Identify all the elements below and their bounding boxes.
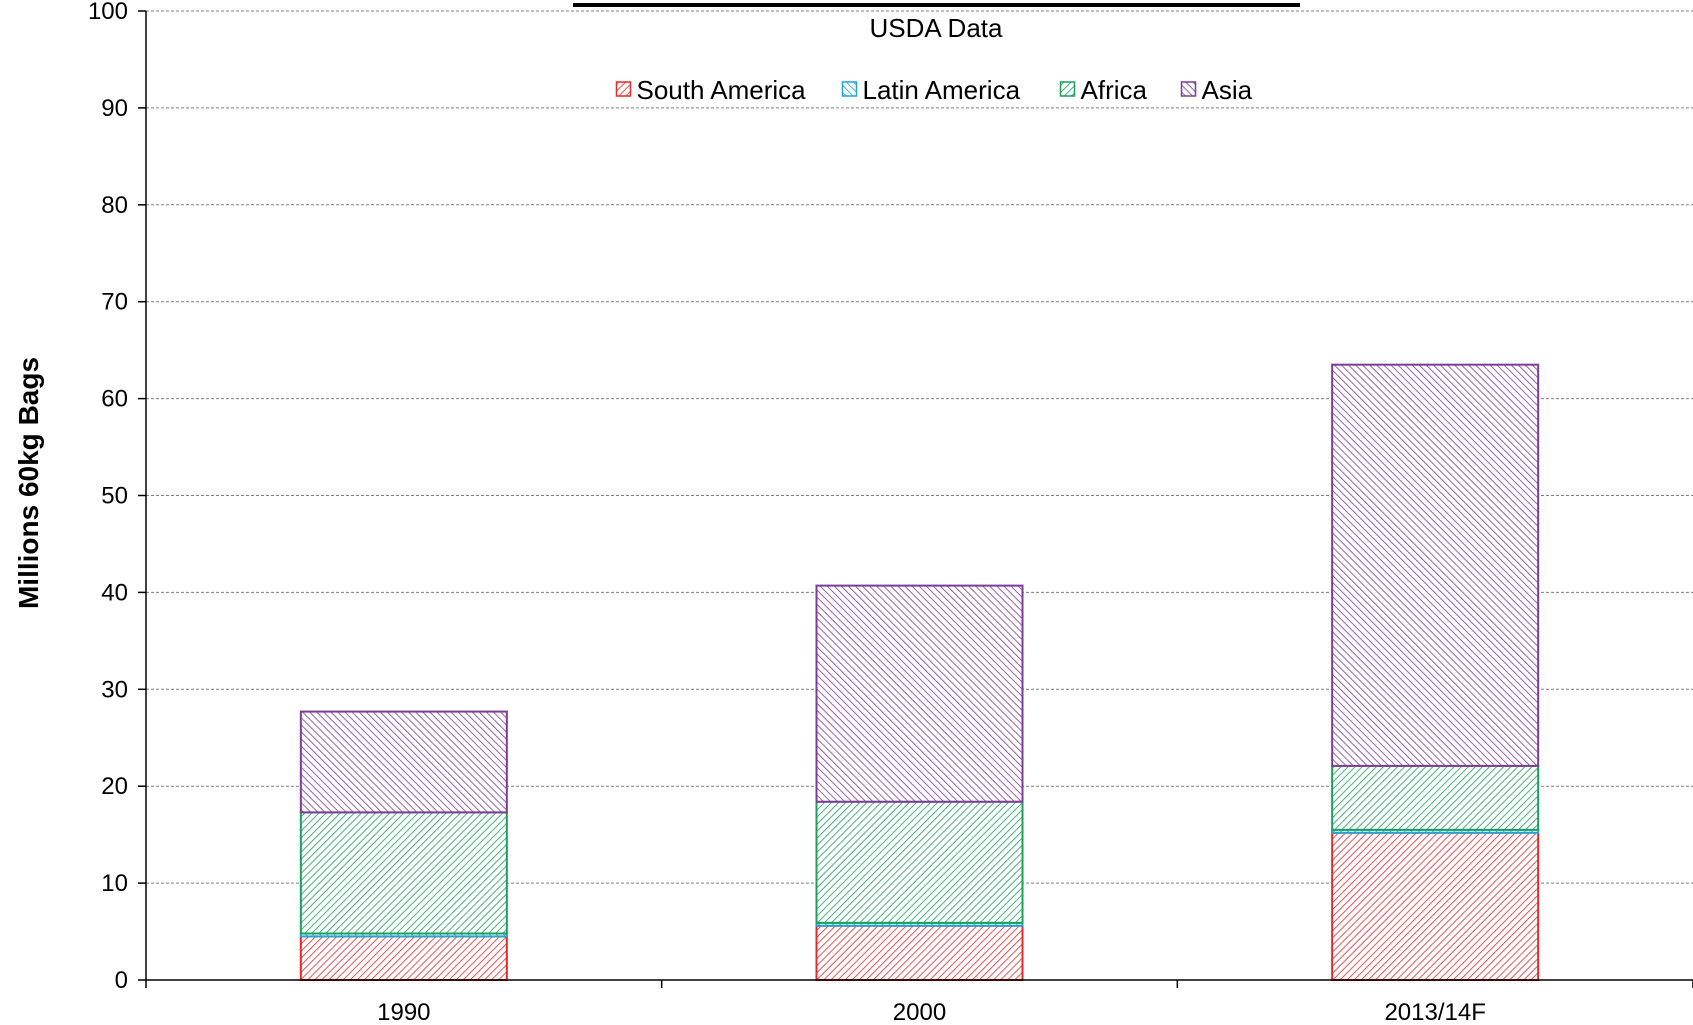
bar-segment [1331, 831, 1540, 981]
y-tick-label: 50 [101, 483, 128, 510]
bar-segment [1331, 764, 1540, 831]
bar-segment [815, 800, 1024, 924]
legend-swatch [1059, 81, 1076, 97]
y-tick-label: 10 [101, 870, 128, 897]
x-tick-label: 1990 [377, 999, 430, 1025]
y-tick-label: 20 [101, 773, 128, 800]
y-tick-label: 60 [101, 386, 128, 413]
bars [299, 363, 1540, 982]
bar-segment [1331, 363, 1540, 767]
y-axis-ticks: 0 10 20 30 40 50 60 70 80 90 100 [88, 0, 146, 994]
legend-label: Latin America [863, 75, 1021, 105]
chart-title: USDA Data [870, 13, 1003, 43]
bar-segment [299, 935, 508, 982]
y-tick-label: 40 [101, 579, 128, 606]
legend-label: South America [637, 75, 807, 105]
legend-swatch [1180, 81, 1197, 97]
y-tick-label: 100 [88, 0, 128, 25]
y-tick-label: 30 [101, 676, 128, 703]
y-tick-label: 90 [101, 95, 128, 122]
x-tick-label: 2000 [893, 999, 946, 1025]
y-tick-label: 0 [115, 967, 128, 994]
bar-segment [815, 924, 1024, 982]
y-axis-label: Millions 60kg Bags [13, 357, 44, 609]
x-tick-label: 2013/14F [1384, 999, 1485, 1025]
y-tick-label: 70 [101, 289, 128, 316]
legend: South America Latin America Africa Asia [615, 75, 1253, 105]
x-axis-ticks: 1990 2000 2013/14F [145, 980, 1693, 1025]
bar-segment [299, 710, 508, 814]
legend-swatch [841, 81, 858, 97]
bar-segment [815, 584, 1024, 803]
bar-segment [299, 811, 508, 935]
axes [145, 11, 1693, 981]
legend-label: Asia [1202, 75, 1253, 105]
legend-swatch [615, 81, 632, 97]
y-tick-label: 80 [101, 192, 128, 219]
legend-label: Africa [1081, 75, 1148, 105]
